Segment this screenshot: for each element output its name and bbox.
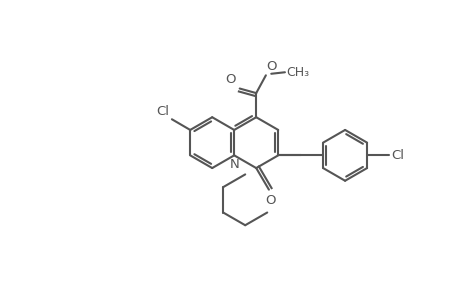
Text: Cl: Cl bbox=[390, 149, 403, 162]
Text: O: O bbox=[225, 73, 235, 86]
Text: O: O bbox=[265, 194, 275, 207]
Text: N: N bbox=[229, 158, 239, 171]
Text: Cl: Cl bbox=[156, 105, 169, 118]
Text: CH₃: CH₃ bbox=[286, 66, 309, 79]
Text: O: O bbox=[266, 60, 276, 73]
